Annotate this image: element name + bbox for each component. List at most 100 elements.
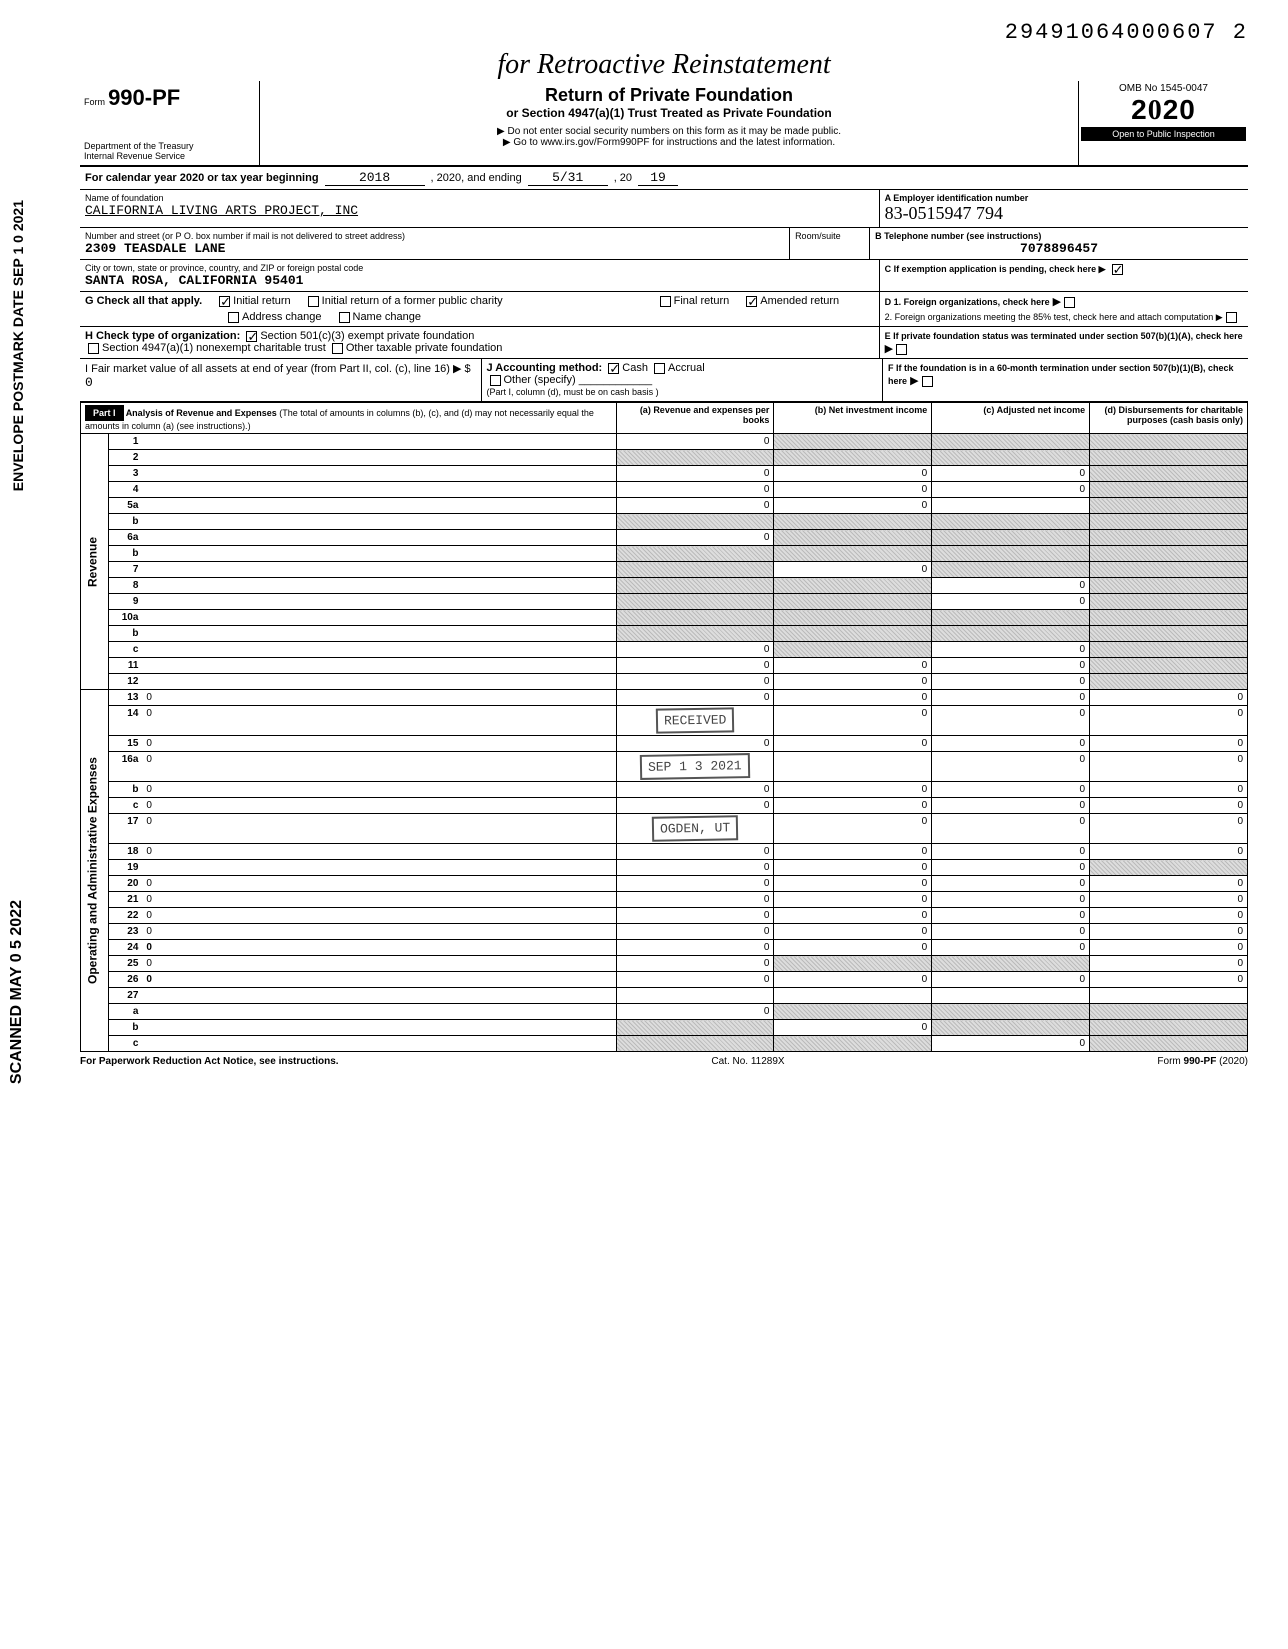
box-j: J Accounting method: (487, 362, 603, 374)
line-desc (142, 514, 616, 530)
cash-check[interactable] (608, 363, 619, 374)
city-value: SANTA ROSA, CALIFORNIA 95401 (85, 273, 874, 288)
line-val-b: 0 (774, 690, 932, 706)
e-check[interactable] (896, 344, 907, 355)
line-val-a: RECEIVED (616, 706, 774, 736)
part1-table: Part I Analysis of Revenue and Expenses … (80, 402, 1248, 1052)
line-val-a: OGDEN, UT (616, 814, 774, 844)
line-desc (142, 1036, 616, 1052)
table-row: c00 (81, 642, 1248, 658)
foundation-name: CALIFORNIA LIVING ARTS PROJECT, INC (85, 203, 874, 218)
line-val-b (774, 530, 932, 546)
line-val-c: 0 (932, 594, 1090, 610)
line-desc (142, 988, 616, 1004)
d2-check[interactable] (1226, 312, 1237, 323)
line-val-d (1090, 482, 1248, 498)
line-val-c (932, 498, 1090, 514)
f-check[interactable] (922, 376, 933, 387)
table-row: 1500000 (81, 736, 1248, 752)
line-number: 27 (108, 988, 142, 1004)
line-val-b: 0 (774, 908, 932, 924)
line-val-a (616, 546, 774, 562)
h-501c3-check[interactable] (246, 331, 257, 342)
col-a-header: (a) Revenue and expenses per books (616, 403, 774, 434)
line-desc: 0 (142, 752, 616, 782)
final-return-check[interactable] (660, 296, 671, 307)
addr-change-check[interactable] (228, 312, 239, 323)
line-val-a: 0 (616, 782, 774, 798)
name-change-check[interactable] (339, 312, 350, 323)
line-val-c: 0 (932, 752, 1090, 782)
line-number: 19 (108, 860, 142, 876)
line-val-b: 0 (774, 562, 932, 578)
addr-label: Number and street (or P O. box number if… (85, 231, 784, 241)
period-end-month: 5/31 (528, 170, 608, 186)
revenue-side-label: Revenue (81, 434, 109, 690)
amended-check[interactable] (746, 296, 757, 307)
line-val-c (932, 450, 1090, 466)
initial-return-check[interactable] (219, 296, 230, 307)
line-desc (142, 642, 616, 658)
period-twenty: , 20 (614, 172, 632, 184)
h-other-check[interactable] (332, 343, 343, 354)
initial-former-check[interactable] (308, 296, 319, 307)
line-val-c: 0 (932, 1036, 1090, 1052)
line-number: 10a (108, 610, 142, 626)
h-4947-check[interactable] (88, 343, 99, 354)
table-row: Revenue10 (81, 434, 1248, 450)
table-row: 6a0 (81, 530, 1248, 546)
line-val-d (1090, 988, 1248, 1004)
line-val-c (932, 530, 1090, 546)
part1-label: Part I (85, 405, 124, 421)
cash-basis-note: (Part I, column (d), must be on cash bas… (487, 387, 659, 397)
room-label: Room/suite (795, 231, 864, 241)
line-number: 24 (108, 940, 142, 956)
col-c-header: (c) Adjusted net income (932, 403, 1090, 434)
line-val-d (1090, 562, 1248, 578)
line-val-b (774, 546, 932, 562)
line-val-d: 0 (1090, 782, 1248, 798)
accrual-check[interactable] (654, 363, 665, 374)
line-val-d (1090, 1020, 1248, 1036)
line-number: b (108, 1020, 142, 1036)
line-val-d (1090, 450, 1248, 466)
other-method-check[interactable] (490, 375, 501, 386)
line-val-a (616, 1036, 774, 1052)
table-row: 2200000 (81, 908, 1248, 924)
line-val-d: 0 (1090, 752, 1248, 782)
line-val-a (616, 610, 774, 626)
line-val-d (1090, 466, 1248, 482)
line-val-a: 0 (616, 642, 774, 658)
line-val-d: 0 (1090, 908, 1248, 924)
line-val-d: 0 (1090, 876, 1248, 892)
line-val-b: 0 (774, 658, 932, 674)
period-begin: 2018 (325, 170, 425, 186)
line-desc: 0 (142, 690, 616, 706)
line-number: 8 (108, 578, 142, 594)
box-f: F If the foundation is in a 60-month ter… (888, 363, 1234, 386)
final-return: Final return (674, 295, 730, 307)
line-val-d (1090, 610, 1248, 626)
line-val-a: 0 (616, 530, 774, 546)
line-val-d: 0 (1090, 844, 1248, 860)
box-c-check[interactable] (1112, 264, 1123, 275)
line-desc (142, 562, 616, 578)
line-val-c: 0 (932, 972, 1090, 988)
line-val-b: 0 (774, 892, 932, 908)
phone-value: 7078896457 (875, 241, 1243, 256)
line-desc: 0 (142, 956, 616, 972)
line-val-b (774, 956, 932, 972)
line-val-d: 0 (1090, 736, 1248, 752)
line-val-b: 0 (774, 782, 932, 798)
name-change: Name change (353, 311, 422, 323)
table-row: 2400000 (81, 940, 1248, 956)
line-desc: 0 (142, 908, 616, 924)
line-val-c: 0 (932, 814, 1090, 844)
line-desc: 0 (142, 844, 616, 860)
line-val-d (1090, 578, 1248, 594)
line-val-d (1090, 1036, 1248, 1052)
d1-check[interactable] (1064, 297, 1075, 308)
line-val-c (932, 434, 1090, 450)
line-val-d (1090, 434, 1248, 450)
line-number: b (108, 626, 142, 642)
